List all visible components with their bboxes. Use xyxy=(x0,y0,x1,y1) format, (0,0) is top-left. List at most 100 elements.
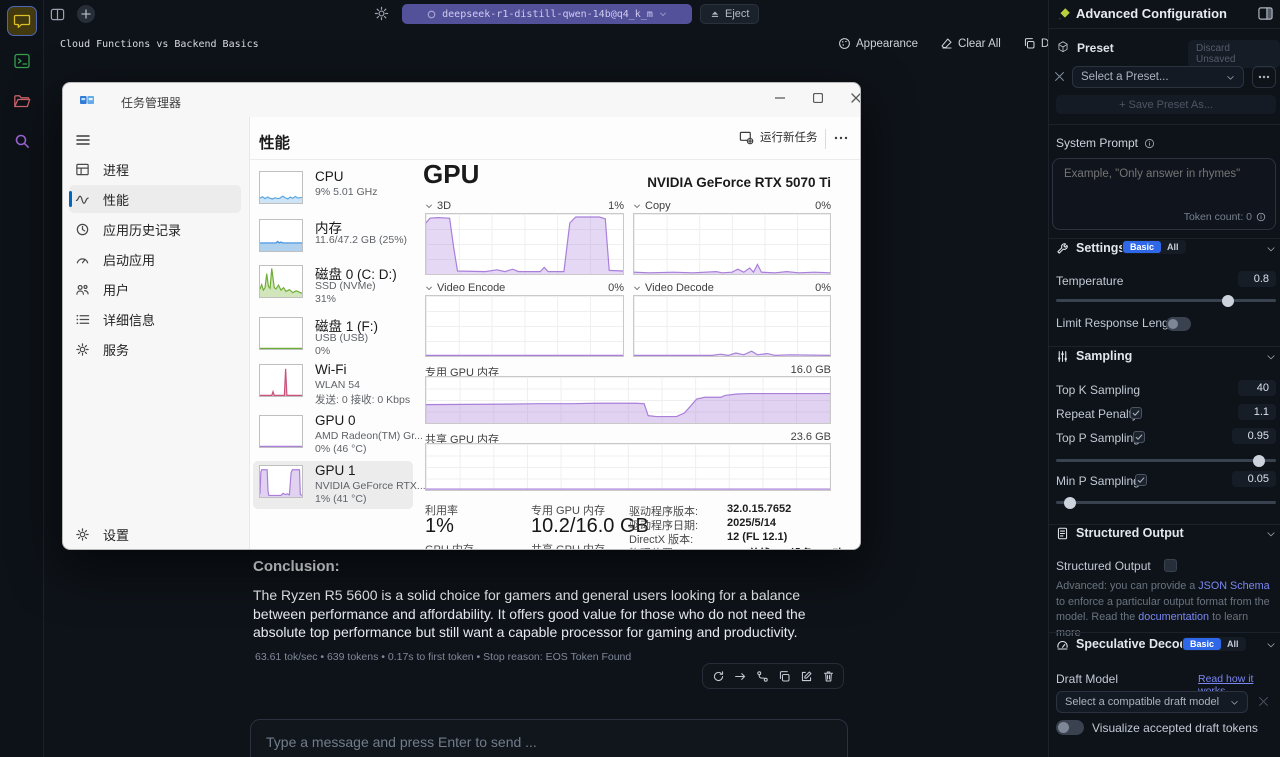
min-p-value[interactable]: 0.05 xyxy=(1232,471,1276,487)
settings-basic-tab[interactable]: Basic xyxy=(1123,241,1162,253)
copy-button[interactable] xyxy=(775,667,793,685)
top-p-slider[interactable] xyxy=(1056,454,1276,467)
settings-all-tab[interactable]: All xyxy=(1167,242,1179,252)
min-p-slider[interactable] xyxy=(1056,496,1276,509)
temperature-value[interactable]: 0.8 xyxy=(1238,271,1276,287)
chart-label-3d[interactable]: 3D xyxy=(425,200,451,212)
top-p-value[interactable]: 0.95 xyxy=(1232,428,1276,444)
sampling-section-header[interactable]: Sampling xyxy=(1056,349,1132,363)
structured-output-checkbox[interactable] xyxy=(1164,559,1177,572)
eraser-icon xyxy=(940,37,953,50)
nav-developer-button[interactable] xyxy=(7,46,37,76)
chat-title: Cloud Functions vs Backend Basics xyxy=(60,39,259,50)
system-prompt-input[interactable] xyxy=(1053,159,1275,205)
run-new-task-button[interactable]: 运行新任务 xyxy=(739,129,818,145)
continue-button[interactable] xyxy=(731,667,749,685)
tm-nav-services[interactable]: 服务 xyxy=(75,335,129,363)
min-p-checkbox[interactable] xyxy=(1135,474,1147,486)
tm-nav-processes[interactable]: 进程 xyxy=(75,155,129,183)
panel-toggle-icon[interactable] xyxy=(1258,6,1273,21)
composer xyxy=(250,719,848,757)
chart-shared-memory xyxy=(425,443,831,491)
speculative-chevron-icon[interactable] xyxy=(1266,640,1276,650)
info-icon[interactable] xyxy=(1256,212,1266,222)
settings-chevron-icon[interactable] xyxy=(1266,244,1276,254)
structured-chevron-icon[interactable] xyxy=(1266,529,1276,539)
speculative-mode-segmented[interactable]: Basic All xyxy=(1182,637,1246,651)
delete-button[interactable] xyxy=(819,667,837,685)
documentation-link[interactable]: documentation xyxy=(1138,611,1210,624)
draft-model-select[interactable]: Select a compatible draft model xyxy=(1056,691,1248,713)
terminal-icon xyxy=(12,51,32,71)
split-chat-icon[interactable] xyxy=(50,7,65,22)
preset-select[interactable]: Select a Preset... xyxy=(1072,66,1244,88)
top-p-slider-knob[interactable] xyxy=(1253,454,1265,467)
nav-chat-button[interactable] xyxy=(7,6,37,36)
discard-unsaved-button[interactable]: Discard Unsaved xyxy=(1188,40,1280,68)
save-preset-button[interactable]: + Save Preset As... xyxy=(1056,95,1276,114)
min-p-slider-knob[interactable] xyxy=(1064,496,1076,509)
chart-label-video-decode[interactable]: Video Decode xyxy=(633,282,714,294)
chevron-down-icon xyxy=(1230,698,1239,707)
clear-all-button[interactable]: Clear All xyxy=(940,37,1001,50)
top-k-value[interactable]: 40 xyxy=(1238,380,1276,396)
palette-icon xyxy=(838,37,851,50)
limit-response-toggle[interactable] xyxy=(1166,317,1191,331)
message-input[interactable] xyxy=(251,720,847,757)
top-p-checkbox[interactable] xyxy=(1133,431,1145,443)
sampling-chevron-icon[interactable] xyxy=(1266,352,1276,362)
model-selector[interactable]: deepseek-r1-distill-qwen-14b@q4_k_m xyxy=(402,4,692,24)
hamburger-menu-icon[interactable] xyxy=(75,132,91,148)
speculative-all-tab[interactable]: All xyxy=(1227,639,1239,649)
model-settings-gear-icon[interactable] xyxy=(374,6,389,21)
close-button[interactable] xyxy=(839,83,860,113)
gauge-icon xyxy=(75,252,90,267)
repeat-penalty-value[interactable]: 1.1 xyxy=(1238,404,1276,420)
performance-page-title: 性能 xyxy=(259,135,291,152)
speculative-basic-tab[interactable]: Basic xyxy=(1183,638,1222,650)
directx-version-label: DirectX 版本: xyxy=(629,534,694,546)
chart-label-copy[interactable]: Copy xyxy=(633,200,671,212)
tm-nav-app-history[interactable]: 应用历史记录 xyxy=(75,215,181,243)
branch-button[interactable] xyxy=(753,667,771,685)
info-icon[interactable] xyxy=(1144,138,1155,149)
settings-section-header[interactable]: Settings xyxy=(1056,241,1125,255)
structured-output-help-text: Advanced: you can provide a JSON Schema … xyxy=(1056,580,1270,639)
header-divider xyxy=(825,129,826,149)
clear-preset-x-icon[interactable] xyxy=(1054,71,1065,82)
maximize-button[interactable] xyxy=(801,83,835,113)
temperature-slider-knob[interactable] xyxy=(1222,294,1234,307)
tm-nav-users[interactable]: 用户 xyxy=(75,275,129,303)
eject-model-button[interactable]: Eject xyxy=(700,4,760,24)
chart-video-decode xyxy=(633,295,831,357)
edit-button[interactable] xyxy=(797,667,815,685)
sliders-icon xyxy=(1056,350,1069,363)
nav-models-button[interactable] xyxy=(7,86,37,116)
minimize-button[interactable] xyxy=(763,83,797,113)
tm-nav-settings[interactable]: 设置 xyxy=(75,520,129,548)
settings-mode-segmented[interactable]: Basic All xyxy=(1122,240,1186,254)
cpu-thumbnail-chart xyxy=(259,171,303,204)
chevron-down-icon xyxy=(1226,73,1235,82)
nav-search-button[interactable] xyxy=(7,126,37,156)
structured-output-section-header[interactable]: Structured Output xyxy=(1056,526,1184,540)
gpu1-thumbnail-chart xyxy=(259,465,303,498)
speculative-decoding-section-header[interactable]: Speculative Decoding xyxy=(1056,637,1206,651)
limit-response-label: Limit Response Length xyxy=(1056,316,1179,330)
visualize-draft-tokens-toggle[interactable] xyxy=(1056,720,1084,735)
new-chat-button[interactable] xyxy=(77,5,95,23)
tm-nav-details[interactable]: 详细信息 xyxy=(75,305,155,333)
appearance-button[interactable]: Appearance xyxy=(838,37,918,50)
temperature-slider[interactable] xyxy=(1056,294,1276,307)
more-options-button[interactable] xyxy=(833,132,849,144)
shared-memory-max: 23.6 GB xyxy=(790,431,831,443)
users-icon xyxy=(75,282,90,297)
json-schema-link[interactable]: JSON Schema xyxy=(1198,580,1270,592)
preset-more-button[interactable] xyxy=(1252,66,1276,88)
clear-draft-model-x-icon[interactable] xyxy=(1258,696,1269,707)
tm-nav-startup-apps[interactable]: 启动应用 xyxy=(75,245,155,273)
repeat-penalty-checkbox[interactable] xyxy=(1130,407,1142,419)
regenerate-button[interactable] xyxy=(709,667,727,685)
chart-label-video-encode[interactable]: Video Encode xyxy=(425,282,505,294)
tm-nav-performance[interactable]: 性能 xyxy=(75,185,129,213)
